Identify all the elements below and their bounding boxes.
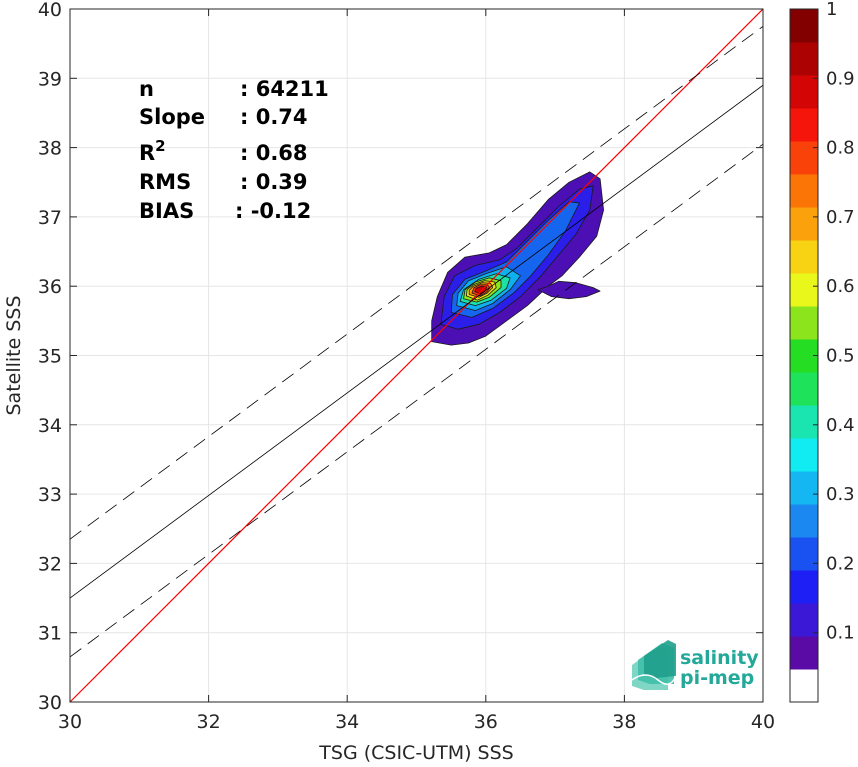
stat-value-4: : -0.12 [235,199,311,223]
x-tick-label: 38 [612,711,636,733]
colorbar-segment [790,306,818,340]
y-tick-label: 34 [38,415,62,437]
colorbar-segment [790,240,818,274]
colorbar-tick-label: 0.7 [826,207,855,228]
logo-waves-icon [631,640,677,690]
stat-label-1: Slope [139,105,205,129]
colorbar-segment [790,570,818,604]
colorbar-segment [790,372,818,406]
stat-value-0: : 64211 [240,77,329,101]
colorbar-segment [790,471,818,505]
colorbar-segment [790,141,818,175]
colorbar-segment [790,273,818,307]
x-tick-label: 40 [751,711,775,733]
y-tick-label: 33 [38,484,62,506]
colorbar: 0.1 0.2 0.3 0.4 0.5 0.6 0.7 0.8 0.9 1 [789,0,855,703]
colorbar-tick-label: 0.6 [826,276,855,297]
confidence-line-1 [69,143,764,658]
statistics-box: n : 64211 Slope : 0.74 R2 : 0.68 RMS : 0.39 BIAS… [139,77,329,223]
y-tick-label: 39 [38,68,62,90]
y-tick-label: 35 [38,346,62,368]
colorbar-segment [790,174,818,208]
stat-value-1: : 0.74 [240,105,308,129]
stat-label-text: R [139,141,155,165]
one-to-one-line [69,8,764,703]
stat-label-text: RMS [139,170,191,194]
colorbar-tick-label: 0.8 [826,138,855,159]
y-tick-label: 32 [38,553,62,575]
stat-value-2: : 0.68 [240,141,308,165]
y-tick-label: 31 [38,623,62,645]
regression-lines [69,8,764,703]
colorbar-tick-label: 0.3 [826,484,855,505]
x-tick-label: 30 [58,711,82,733]
colorbar-segment [790,75,818,109]
colorbar-tick-label: 1 [826,0,837,20]
contour-level-0-polygon-1 [537,280,601,300]
density-contours [431,171,604,346]
confidence-line-0 [69,26,764,540]
colorbar-segment [790,537,818,571]
y-tick-label: 36 [38,276,62,298]
x-tick-label: 32 [197,711,221,733]
logo-line1: salinity [680,647,759,669]
x-tick-label: 34 [335,711,359,733]
colorbar-segment [790,405,818,439]
colorbar-tick-label: 0.2 [826,553,855,574]
colorbar-segment [790,42,818,76]
regression-fit-line [69,84,764,599]
stat-value-3: : 0.39 [240,170,308,194]
stat-label-2: R2 [139,137,166,165]
logo-line2: pi-mep [680,667,754,689]
stat-label-superscript: 2 [155,137,165,155]
x-tick-label: 36 [474,711,498,733]
colorbar-segment [790,207,818,241]
colorbar-tick-label: 0.5 [826,346,855,367]
y-tick-label: 37 [38,207,62,229]
stat-label-3: RMS [139,170,191,194]
y-axis-label: Satellite SSS [3,295,25,415]
stat-label-4: BIAS [139,199,194,223]
colorbar-segment [790,603,818,637]
salinity-pimep-logo: salinity pi-mep [631,640,759,690]
stat-label-0: n [139,77,154,101]
stat-label-text: Slope [139,105,205,129]
colorbar-segment [790,669,818,703]
colorbar-segment [790,636,818,670]
colorbar-segment [790,9,818,43]
y-tick-label: 40 [38,0,62,21]
y-axis-ticks: 30 31 32 33 34 35 36 37 38 39 40 [38,0,763,714]
colorbar-segment [790,438,818,472]
colorbar-tick-label: 0.1 [826,623,855,644]
y-tick-label: 38 [38,138,62,160]
colorbar-segment [790,108,818,142]
colorbar-tick-label: 0.4 [826,415,855,436]
colorbar-tick-label: 0.9 [826,68,855,89]
x-axis-label: TSG (CSIC-UTM) SSS [318,742,513,764]
y-tick-label: 30 [38,692,62,714]
colorbar-segment [790,504,818,538]
x-axis-ticks: 30 32 34 36 38 40 [58,9,775,733]
stat-label-text: n [139,77,154,101]
stat-label-text: BIAS [139,199,194,223]
